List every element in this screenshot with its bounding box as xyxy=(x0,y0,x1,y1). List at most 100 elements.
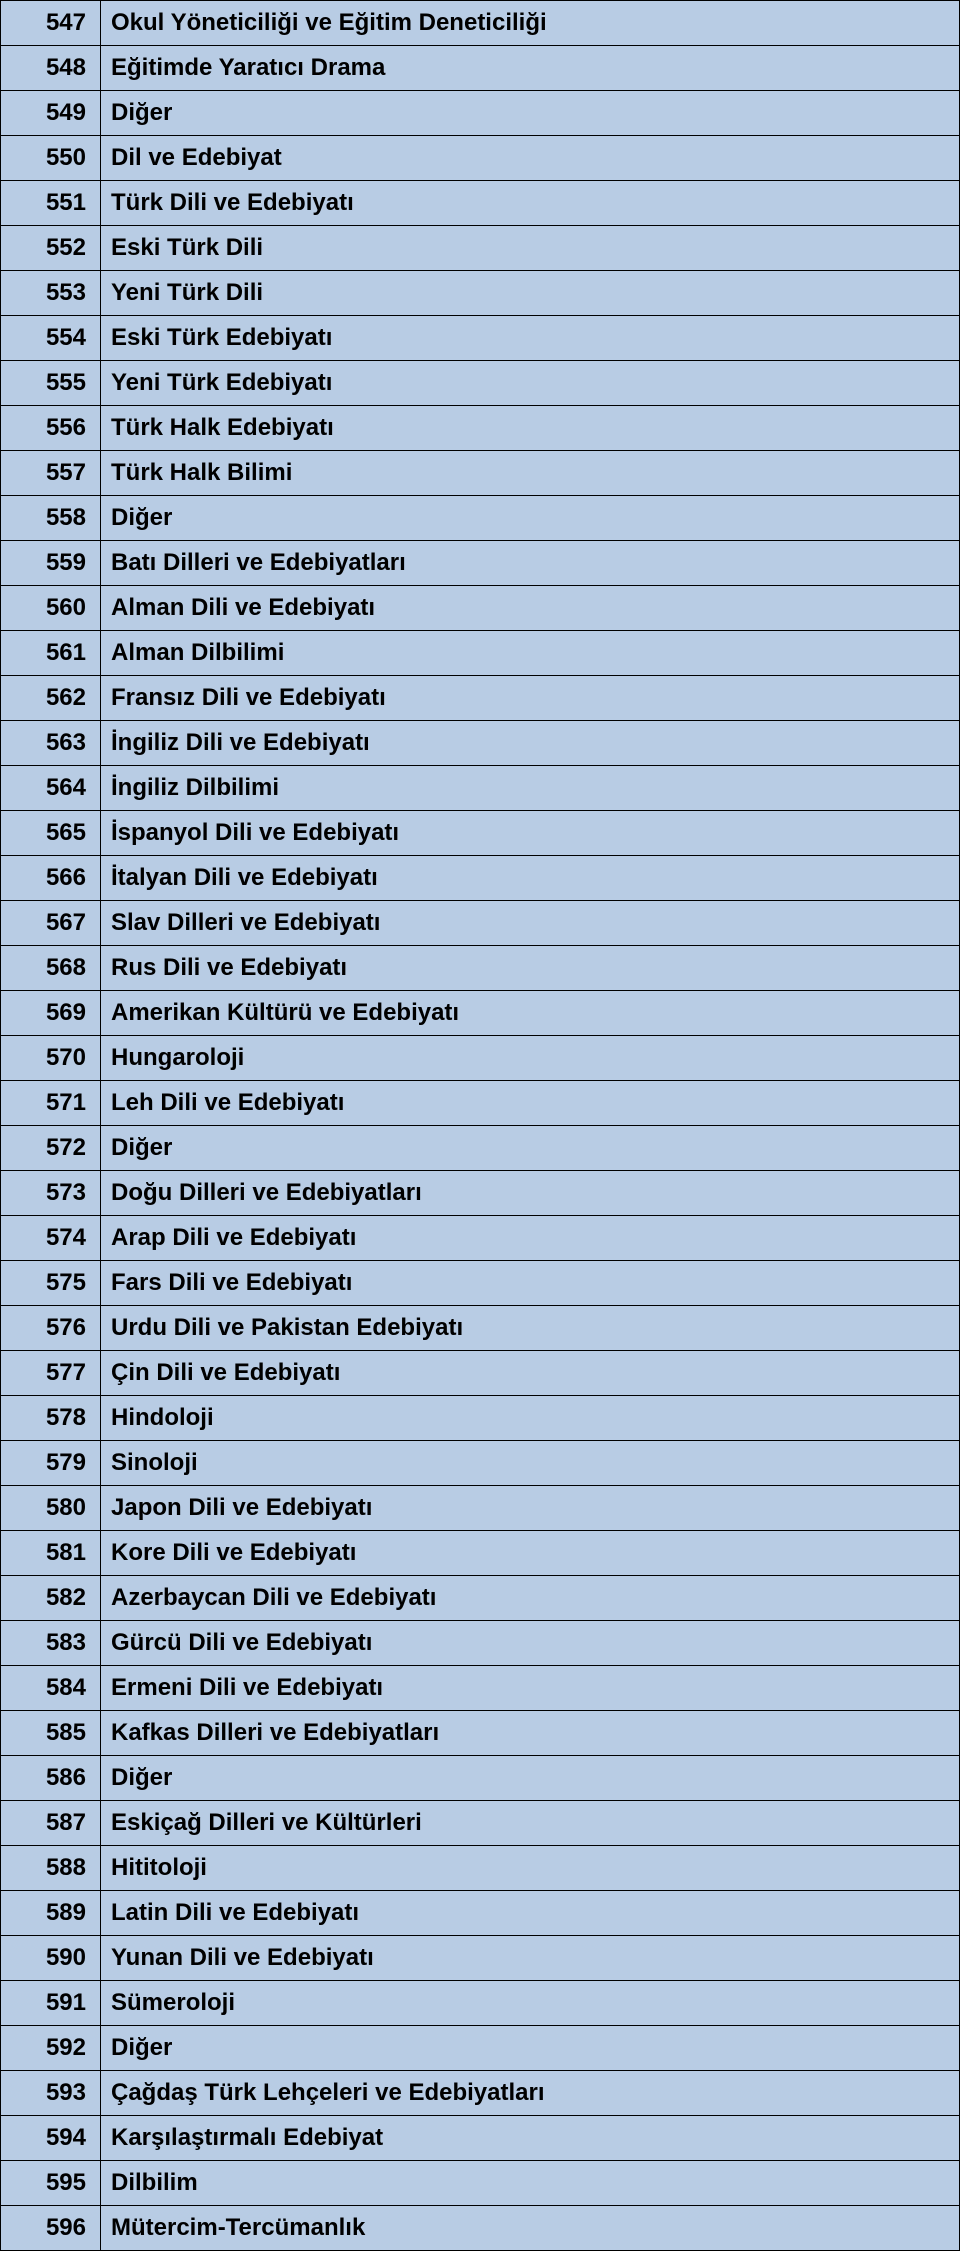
code-cell: 568 xyxy=(1,946,101,991)
code-cell: 585 xyxy=(1,1711,101,1756)
code-cell: 551 xyxy=(1,181,101,226)
code-cell: 552 xyxy=(1,226,101,271)
table-row: 593Çağdaş Türk Lehçeleri ve Edebiyatları xyxy=(1,2071,960,2116)
code-cell: 575 xyxy=(1,1261,101,1306)
label-cell: Dil ve Edebiyat xyxy=(101,136,960,181)
code-cell: 553 xyxy=(1,271,101,316)
code-cell: 582 xyxy=(1,1576,101,1621)
label-cell: İngiliz Dilbilimi xyxy=(101,766,960,811)
label-cell: İspanyol Dili ve Edebiyatı xyxy=(101,811,960,856)
table-row: 589Latin Dili ve Edebiyatı xyxy=(1,1891,960,1936)
table-row: 548Eğitimde Yaratıcı Drama xyxy=(1,46,960,91)
table-row: 549Diğer xyxy=(1,91,960,136)
label-cell: Rus Dili ve Edebiyatı xyxy=(101,946,960,991)
code-cell: 576 xyxy=(1,1306,101,1351)
label-cell: Türk Halk Edebiyatı xyxy=(101,406,960,451)
label-cell: Eski Türk Edebiyatı xyxy=(101,316,960,361)
table-row: 547Okul Yöneticiliği ve Eğitim Deneticil… xyxy=(1,1,960,46)
code-cell: 559 xyxy=(1,541,101,586)
table-row: 557Türk Halk Bilimi xyxy=(1,451,960,496)
label-cell: Okul Yöneticiliği ve Eğitim Deneticiliği xyxy=(101,1,960,46)
code-cell: 574 xyxy=(1,1216,101,1261)
code-cell: 591 xyxy=(1,1981,101,2026)
label-cell: Türk Dili ve Edebiyatı xyxy=(101,181,960,226)
code-cell: 561 xyxy=(1,631,101,676)
label-cell: Diğer xyxy=(101,2026,960,2071)
label-cell: Sinoloji xyxy=(101,1441,960,1486)
table-row: 556Türk Halk Edebiyatı xyxy=(1,406,960,451)
table-row: 591Sümeroloji xyxy=(1,1981,960,2026)
code-cell: 577 xyxy=(1,1351,101,1396)
code-cell: 570 xyxy=(1,1036,101,1081)
label-cell: Sümeroloji xyxy=(101,1981,960,2026)
table-row: 561Alman Dilbilimi xyxy=(1,631,960,676)
label-cell: Alman Dilbilimi xyxy=(101,631,960,676)
code-cell: 565 xyxy=(1,811,101,856)
label-cell: Türk Halk Bilimi xyxy=(101,451,960,496)
label-cell: Çağdaş Türk Lehçeleri ve Edebiyatları xyxy=(101,2071,960,2116)
table-row: 578Hindoloji xyxy=(1,1396,960,1441)
code-cell: 592 xyxy=(1,2026,101,2071)
table-row: 569Amerikan Kültürü ve Edebiyatı xyxy=(1,991,960,1036)
label-cell: Eskiçağ Dilleri ve Kültürleri xyxy=(101,1801,960,1846)
table-row: 558Diğer xyxy=(1,496,960,541)
label-cell: Leh Dili ve Edebiyatı xyxy=(101,1081,960,1126)
table-row: 567Slav Dilleri ve Edebiyatı xyxy=(1,901,960,946)
label-cell: Amerikan Kültürü ve Edebiyatı xyxy=(101,991,960,1036)
label-cell: İngiliz Dili ve Edebiyatı xyxy=(101,721,960,766)
code-cell: 562 xyxy=(1,676,101,721)
table-row: 594Karşılaştırmalı Edebiyat xyxy=(1,2116,960,2161)
code-table: 547Okul Yöneticiliği ve Eğitim Deneticil… xyxy=(0,0,960,2251)
table-row: 564İngiliz Dilbilimi xyxy=(1,766,960,811)
code-cell: 563 xyxy=(1,721,101,766)
code-cell: 579 xyxy=(1,1441,101,1486)
label-cell: Hindoloji xyxy=(101,1396,960,1441)
table-row: 577Çin Dili ve Edebiyatı xyxy=(1,1351,960,1396)
label-cell: Fransız Dili ve Edebiyatı xyxy=(101,676,960,721)
table-row: 575Fars Dili ve Edebiyatı xyxy=(1,1261,960,1306)
code-cell: 566 xyxy=(1,856,101,901)
table-row: 573Doğu Dilleri ve Edebiyatları xyxy=(1,1171,960,1216)
label-cell: Yunan Dili ve Edebiyatı xyxy=(101,1936,960,1981)
code-cell: 571 xyxy=(1,1081,101,1126)
label-cell: Diğer xyxy=(101,91,960,136)
label-cell: Fars Dili ve Edebiyatı xyxy=(101,1261,960,1306)
label-cell: Arap Dili ve Edebiyatı xyxy=(101,1216,960,1261)
code-cell: 595 xyxy=(1,2161,101,2206)
table-row: 585Kafkas Dilleri ve Edebiyatları xyxy=(1,1711,960,1756)
code-cell: 596 xyxy=(1,2206,101,2251)
code-cell: 558 xyxy=(1,496,101,541)
code-table-container: 547Okul Yöneticiliği ve Eğitim Deneticil… xyxy=(0,0,960,2251)
label-cell: Alman Dili ve Edebiyatı xyxy=(101,586,960,631)
table-row: 596Mütercim-Tercümanlık xyxy=(1,2206,960,2251)
label-cell: Batı Dilleri ve Edebiyatları xyxy=(101,541,960,586)
label-cell: Mütercim-Tercümanlık xyxy=(101,2206,960,2251)
code-cell: 572 xyxy=(1,1126,101,1171)
label-cell: İtalyan Dili ve Edebiyatı xyxy=(101,856,960,901)
table-row: 576Urdu Dili ve Pakistan Edebiyatı xyxy=(1,1306,960,1351)
table-row: 587Eskiçağ Dilleri ve Kültürleri xyxy=(1,1801,960,1846)
code-cell: 564 xyxy=(1,766,101,811)
code-cell: 589 xyxy=(1,1891,101,1936)
code-table-body: 547Okul Yöneticiliği ve Eğitim Deneticil… xyxy=(1,1,960,2251)
table-row: 583Gürcü Dili ve Edebiyatı xyxy=(1,1621,960,1666)
label-cell: Gürcü Dili ve Edebiyatı xyxy=(101,1621,960,1666)
label-cell: Yeni Türk Edebiyatı xyxy=(101,361,960,406)
label-cell: Kore Dili ve Edebiyatı xyxy=(101,1531,960,1576)
label-cell: Diğer xyxy=(101,1126,960,1171)
table-row: 570Hungaroloji xyxy=(1,1036,960,1081)
table-row: 559Batı Dilleri ve Edebiyatları xyxy=(1,541,960,586)
table-row: 579Sinoloji xyxy=(1,1441,960,1486)
table-row: 563İngiliz Dili ve Edebiyatı xyxy=(1,721,960,766)
code-cell: 550 xyxy=(1,136,101,181)
table-row: 595Dilbilim xyxy=(1,2161,960,2206)
table-row: 551Türk Dili ve Edebiyatı xyxy=(1,181,960,226)
code-cell: 586 xyxy=(1,1756,101,1801)
code-cell: 580 xyxy=(1,1486,101,1531)
table-row: 572Diğer xyxy=(1,1126,960,1171)
code-cell: 555 xyxy=(1,361,101,406)
code-cell: 587 xyxy=(1,1801,101,1846)
code-cell: 573 xyxy=(1,1171,101,1216)
code-cell: 593 xyxy=(1,2071,101,2116)
table-row: 554Eski Türk Edebiyatı xyxy=(1,316,960,361)
